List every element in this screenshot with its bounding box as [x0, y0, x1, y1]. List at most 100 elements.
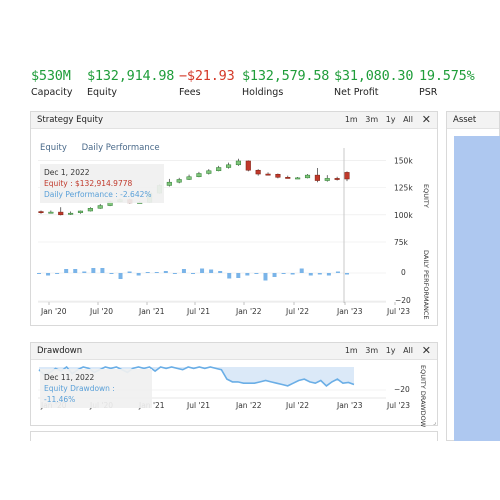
candle [225, 164, 232, 168]
x-tick-label: Jul '20 [89, 307, 113, 316]
perf-bar [299, 268, 304, 273]
candle [68, 212, 74, 215]
x-tick-label: Jul '22 [285, 401, 309, 410]
perf-bar [209, 269, 214, 273]
x-tick-label: Jul '23 [386, 307, 410, 316]
perf-bar [46, 273, 51, 276]
candle [48, 211, 54, 214]
perf-bar [181, 269, 186, 273]
x-tick-label: Jul '22 [285, 307, 309, 316]
x-tick-label: Jan '23 [336, 307, 363, 316]
stat-label: Equity [87, 87, 118, 98]
axis-label-equity: EQUITY [422, 184, 430, 208]
range-3m[interactable]: 3m [365, 115, 379, 124]
perf-bar [218, 271, 223, 273]
close-icon[interactable]: ✕ [421, 113, 431, 126]
perf-bar [64, 269, 69, 273]
perf-bar [191, 273, 195, 274]
candle [295, 177, 301, 180]
close-icon[interactable]: ✕ [421, 344, 431, 357]
stat-value: −$21.93 [179, 68, 235, 84]
x-tick-label: Jan '21 [138, 307, 165, 316]
stat-net-profit: $31,080.30 Net Profit [334, 68, 413, 98]
perf-bar [127, 271, 132, 273]
panel-title: Asset [453, 115, 477, 125]
panel-header: Strategy Equity 1m 3m 1y All ✕ [31, 112, 437, 129]
perf-bar [290, 273, 295, 275]
y-tick-label: 0 [401, 268, 406, 277]
perf-bar [100, 268, 105, 273]
panel-title: Strategy Equity [37, 115, 103, 125]
panel-header: Drawdown 1m 3m 1y All ✕ [31, 343, 437, 360]
perf-bar [109, 273, 114, 274]
candle [176, 179, 182, 183]
stat-label: Capacity [31, 87, 73, 98]
strategy-equity-panel: Strategy Equity 1m 3m 1y All ✕ Equity Da… [30, 111, 438, 326]
perf-bar [236, 273, 241, 278]
perf-bar [37, 273, 41, 274]
y-tick-label: −20 [395, 296, 411, 305]
perf-bar [254, 273, 259, 274]
tooltip-daily-performance: Daily Performance : -2.642% [44, 190, 152, 199]
x-tick-label: Jan '23 [336, 401, 363, 410]
candle [38, 211, 44, 214]
tooltip-drawdown: Equity Drawdown : -11.46% [44, 384, 115, 404]
tab-daily-performance[interactable]: Daily Performance [81, 143, 160, 153]
y-tick-label: 150k [394, 156, 413, 165]
drawdown-tooltip: Dec 11, 2022 Equity Drawdown : -11.46% [40, 369, 152, 408]
range-3m[interactable]: 3m [365, 346, 379, 355]
equity-chart[interactable]: 75k 100k 125k 150k 0 −20 Jan '20 Jul '20 Jan '2… [31, 112, 439, 327]
candle [97, 205, 103, 209]
asset-panel: Asset [446, 111, 500, 441]
chart-tabs: Equity Daily Performance [40, 143, 172, 153]
perf-bar [245, 273, 250, 276]
stat-value: $530M [31, 68, 71, 84]
perf-bar [200, 268, 205, 273]
candle [275, 173, 281, 178]
perf-bar [118, 273, 123, 279]
perf-bar [317, 273, 322, 275]
range-selector: 1m 3m 1y All [340, 115, 413, 124]
asset-bar[interactable] [454, 136, 500, 441]
x-tick-label: Jan '22 [235, 401, 262, 410]
tab-equity[interactable]: Equity [40, 143, 67, 153]
perf-bar [73, 269, 78, 273]
equity-tooltip: Dec 1, 2022 Equity : $132,914.9778 Daily… [40, 164, 164, 203]
range-1m[interactable]: 1m [344, 346, 358, 355]
perf-bar [345, 273, 349, 275]
x-tick-label: Jan '20 [40, 307, 67, 316]
range-all[interactable]: All [403, 115, 413, 124]
perf-bar [82, 271, 87, 273]
stat-label: Net Profit [334, 87, 379, 98]
y-tick-label: 75k [394, 238, 409, 247]
x-tick-label: Jul '23 [386, 401, 410, 410]
candle [77, 210, 84, 213]
range-1y[interactable]: 1y [385, 346, 396, 355]
candle [235, 160, 241, 166]
y-tick-label: 100k [394, 211, 413, 220]
perf-bar [154, 272, 159, 273]
stat-value: $31,080.30 [334, 68, 414, 84]
candle [245, 160, 251, 171]
perf-bar [172, 273, 177, 274]
candle [324, 178, 330, 181]
perf-bar [55, 273, 60, 274]
candle [344, 172, 350, 180]
stat-value: $132,579.58 [242, 68, 330, 84]
range-1m[interactable]: 1m [344, 115, 358, 124]
range-selector: 1m 3m 1y All [340, 346, 413, 355]
y-tick-label: 125k [394, 184, 413, 193]
candle [58, 211, 64, 216]
stats-bar: $530M Capacity $132,914.98 Equity −$21.9… [0, 68, 500, 100]
panel-title: Drawdown [37, 346, 83, 356]
perf-bar [263, 273, 268, 281]
range-all[interactable]: All [403, 346, 413, 355]
range-1y[interactable]: 1y [385, 115, 396, 124]
y-tick-label: −20 [394, 385, 410, 394]
stat-label: PSR [419, 87, 438, 98]
drawdown-area [39, 367, 354, 386]
candle [216, 167, 222, 172]
candle [87, 208, 93, 212]
candle [314, 174, 320, 181]
candle [196, 173, 202, 177]
